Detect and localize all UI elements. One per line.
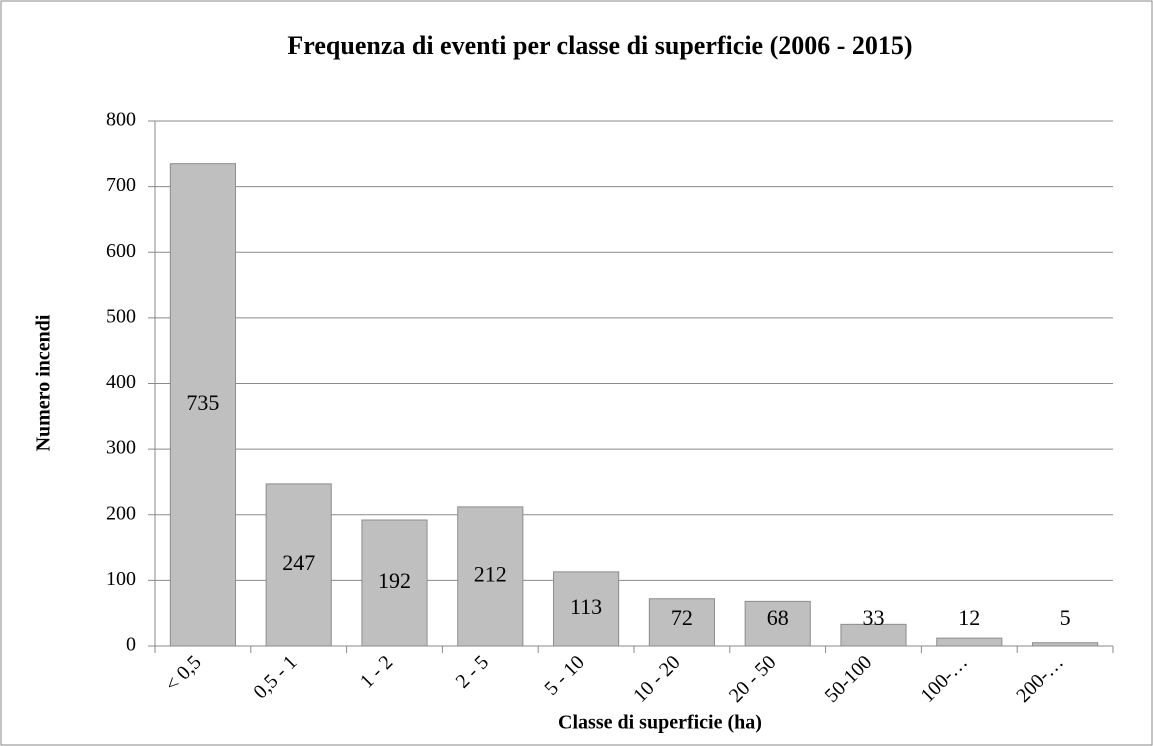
bar: [361, 519, 428, 647]
y-tick-label: 600: [106, 240, 136, 262]
data-label: 5: [1060, 605, 1071, 630]
y-tick-label: 800: [106, 109, 136, 131]
bar: [169, 163, 236, 647]
bar: [457, 506, 524, 647]
data-label: 68: [767, 605, 789, 630]
bar: [265, 483, 332, 647]
data-label: 247: [282, 550, 315, 575]
data-label: 192: [378, 568, 411, 593]
bar: [648, 598, 715, 647]
chart-title: Frequenza di eventi per classe di superf…: [287, 31, 912, 60]
data-label: 212: [474, 561, 507, 586]
bar: [744, 600, 811, 647]
y-tick-label: 100: [106, 568, 136, 590]
y-axis-title: Numero incendi: [33, 314, 55, 451]
bar: [553, 571, 620, 647]
bar: [936, 637, 1003, 647]
data-label: 72: [671, 605, 693, 630]
data-label: 33: [863, 605, 885, 630]
x-axis-title: Classe di superficie (ha): [558, 712, 762, 734]
y-tick-label: 400: [106, 371, 136, 393]
data-label: 113: [570, 594, 602, 619]
y-tick-label: 700: [106, 174, 136, 196]
y-tick-label: 300: [106, 437, 136, 459]
data-label: 12: [958, 605, 980, 630]
data-label: 735: [186, 390, 219, 415]
y-tick-label: 500: [106, 305, 136, 327]
y-tick-label: 200: [106, 502, 136, 524]
y-tick-label: 0: [126, 634, 136, 656]
